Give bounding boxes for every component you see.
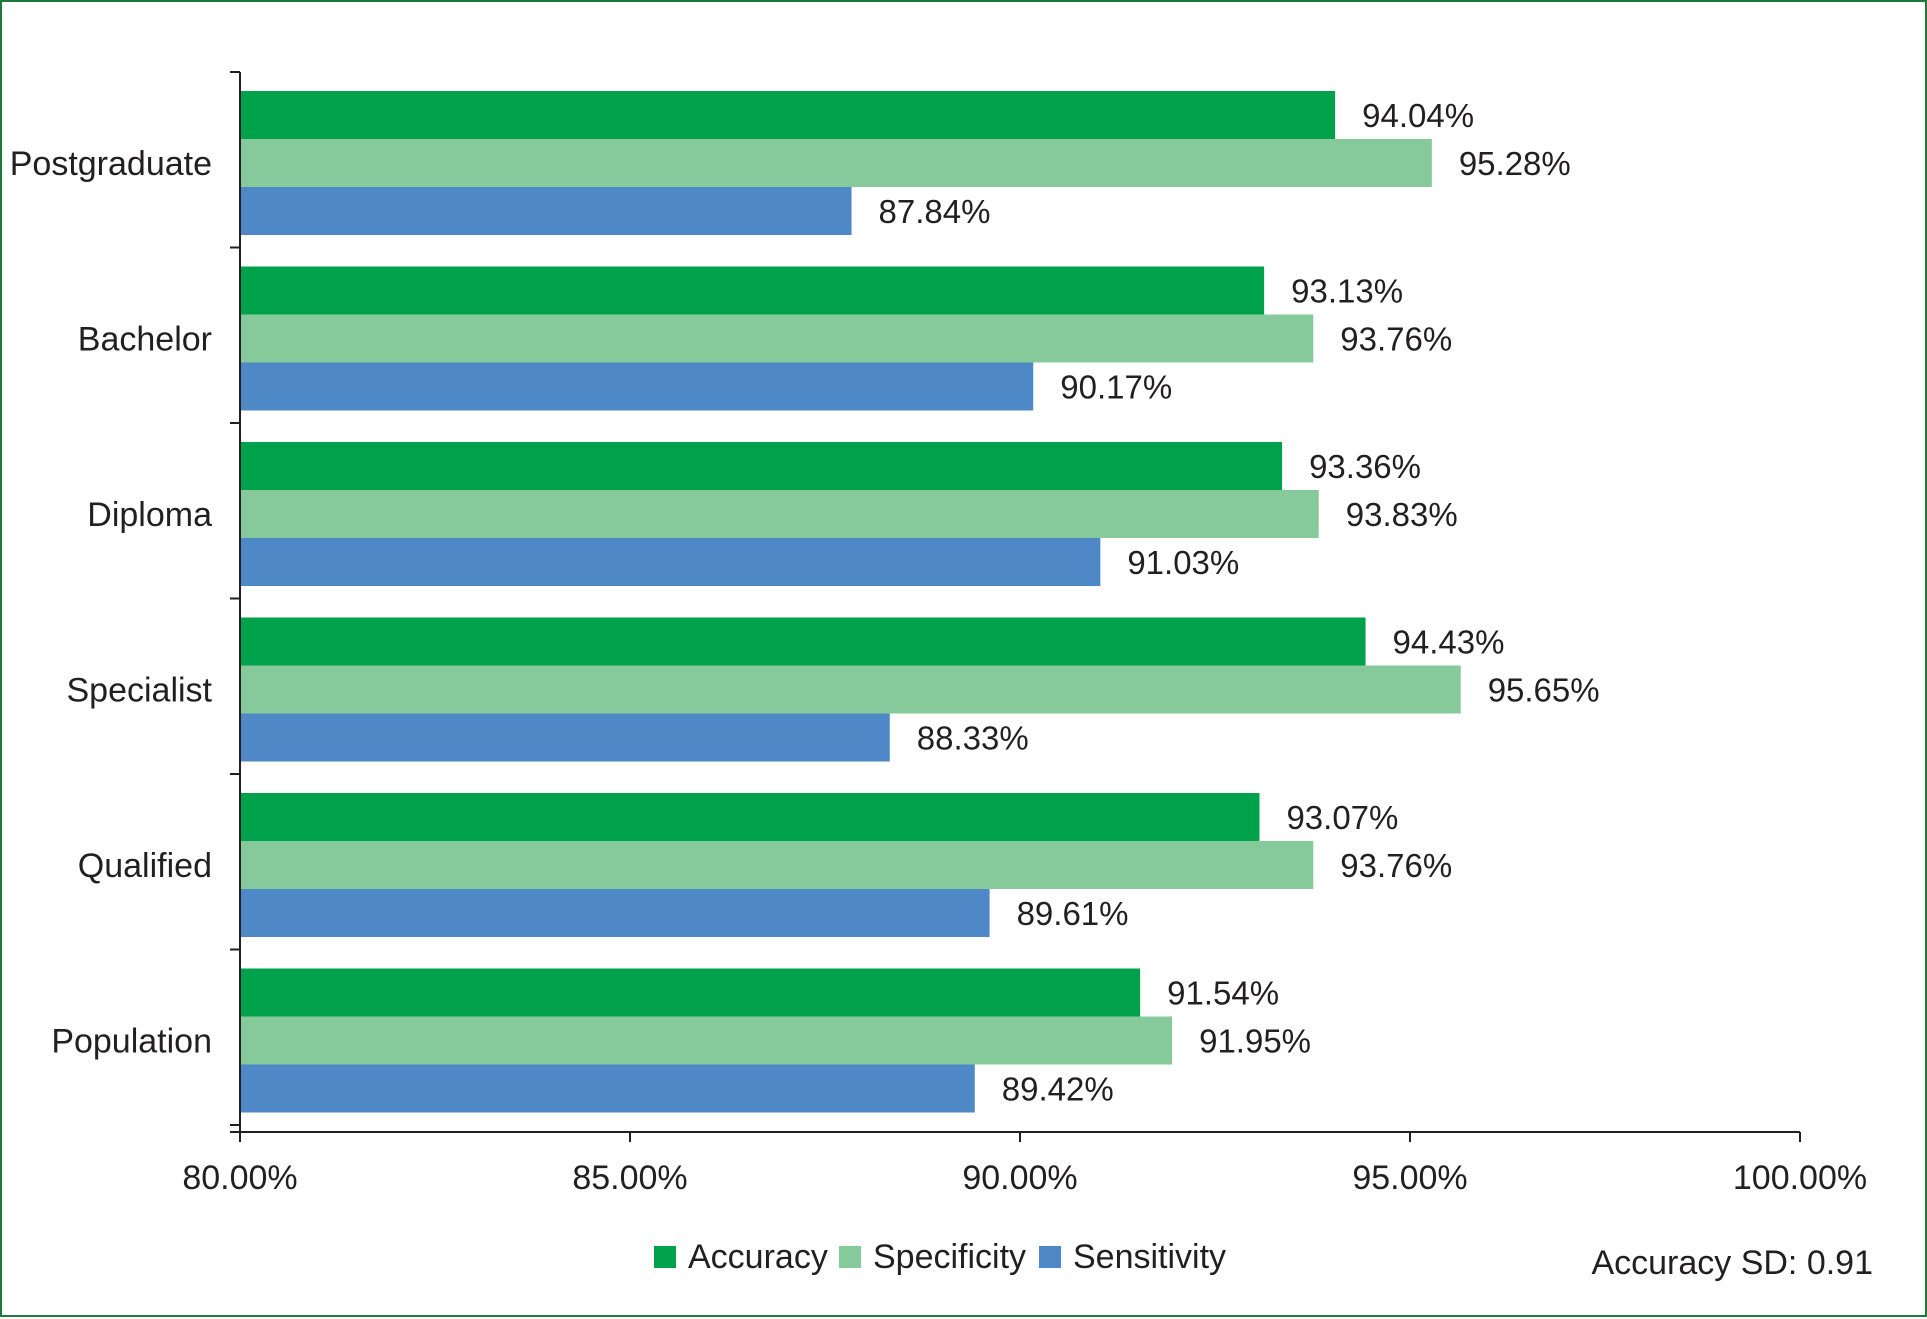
value-label: 93.76% — [1340, 321, 1452, 358]
legend-swatch-sensitivity — [1039, 1246, 1061, 1268]
value-label: 89.61% — [1017, 895, 1129, 932]
legend-label-accuracy: Accuracy — [688, 1238, 828, 1276]
bar-sensitivity-diploma — [240, 538, 1101, 586]
bar-sensitivity-postgraduate — [240, 187, 852, 235]
bar-accuracy-diploma — [240, 442, 1283, 490]
bar-accuracy-postgraduate — [240, 91, 1336, 139]
bar-specificity-specialist — [240, 665, 1461, 714]
x-tick-label: 95.00% — [1352, 1159, 1467, 1197]
bar-specificity-postgraduate — [240, 139, 1432, 187]
bar-specificity-population — [240, 1016, 1173, 1065]
bars-layer — [240, 91, 1461, 1113]
value-label: 95.28% — [1459, 145, 1571, 182]
value-label: 94.04% — [1362, 97, 1474, 134]
value-label: 93.07% — [1286, 799, 1398, 836]
value-label: 87.84% — [879, 193, 991, 230]
bar-sensitivity-specialist — [240, 713, 890, 762]
value-label: 88.33% — [917, 720, 1029, 757]
bar-specificity-qualified — [240, 841, 1314, 889]
legend-swatch-specificity — [839, 1246, 861, 1268]
value-label: 89.42% — [1002, 1071, 1114, 1108]
axes-layer: 80.00% 85.00% 90.00% 95.00% 100.00% — [182, 71, 1867, 1197]
category-label-specialist: Specialist — [66, 672, 212, 710]
bar-specificity-diploma — [240, 490, 1319, 538]
legend-label-sensitivity: Sensitivity — [1073, 1238, 1226, 1276]
bar-accuracy-population — [240, 968, 1141, 1017]
value-label: 91.03% — [1127, 544, 1239, 581]
x-tick-label: 90.00% — [962, 1159, 1077, 1197]
category-label-population: Population — [51, 1023, 212, 1061]
value-label: 95.65% — [1488, 672, 1600, 709]
bar-specificity-bachelor — [240, 314, 1314, 363]
value-label: 93.76% — [1340, 847, 1452, 884]
value-label: 91.54% — [1167, 975, 1279, 1012]
value-label: 91.95% — [1199, 1023, 1311, 1060]
bar-accuracy-specialist — [240, 617, 1366, 666]
bar-accuracy-bachelor — [240, 266, 1265, 315]
bar-sensitivity-population — [240, 1064, 975, 1113]
value-label: 93.83% — [1346, 496, 1458, 533]
labels-layer: 94.04% 95.28% 87.84% Postgraduate 93.13% 93.7… — [10, 97, 1600, 1108]
value-label: 93.13% — [1291, 273, 1403, 310]
value-label: 93.36% — [1309, 448, 1421, 485]
legend-label-specificity: Specificity — [873, 1238, 1026, 1276]
bar-accuracy-qualified — [240, 793, 1260, 841]
category-label-bachelor: Bachelor — [78, 321, 212, 359]
x-tick-label: 80.00% — [182, 1159, 297, 1197]
bar-sensitivity-bachelor — [240, 362, 1034, 411]
category-label-qualified: Qualified — [78, 847, 212, 885]
category-label-diploma: Diploma — [87, 496, 212, 534]
legend: Accuracy Specificity Sensitivity — [654, 1238, 1226, 1276]
accuracy-sd-note: Accuracy SD: 0.91 — [1591, 1244, 1873, 1282]
x-tick-label: 85.00% — [572, 1159, 687, 1197]
value-label: 94.43% — [1393, 624, 1505, 661]
value-label: 90.17% — [1060, 369, 1172, 406]
category-label-postgraduate: Postgraduate — [10, 145, 212, 183]
x-tick-label: 100.00% — [1733, 1159, 1867, 1197]
bar-sensitivity-qualified — [240, 889, 990, 937]
legend-swatch-accuracy — [654, 1246, 676, 1268]
